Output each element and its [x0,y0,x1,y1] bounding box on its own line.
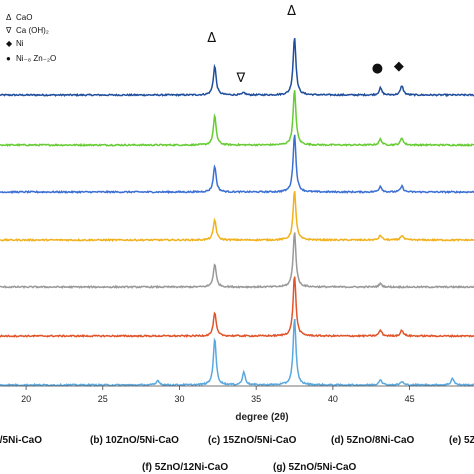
series-line [0,191,474,243]
peak-annotation-marker: ◆ [394,59,404,74]
legend-entry-nizno: ● Ni₋₈ Zn₋₂O [6,54,56,63]
x-tick-label: 20 [21,394,31,404]
series-line [0,276,474,339]
peak-annotation-marker: Δ [287,4,296,19]
x-tick-layer: 20 25 30 35 40 45 [21,386,415,404]
caption-c: (c) 15ZnO/5Ni-CaO [208,435,297,446]
series-line [0,232,474,290]
legend-entry-cao: Δ CaO [6,13,32,22]
caption-f: (f) 5ZnO/12Ni-CaO [142,462,228,473]
x-axis-title: degree (2θ) [235,412,288,423]
peak-annotation-marker: ● [372,61,383,76]
legend-label-caoh2: Ca (OH)₂ [16,26,49,35]
peak-annotations: Δ ∇ Δ ● ◆ [207,4,404,86]
series-line [0,37,474,98]
peak-annotation-marker: ∇ [236,71,246,86]
caption-a: O/5Ni-CaO [0,435,42,446]
legend-label-cao: CaO [16,13,32,22]
legend-label-nizno: Ni₋₈ Zn₋₂O [16,54,56,63]
legend-symbol-caoh2: ∇ [5,26,12,35]
legend-entry-ni: ◆ Ni [6,39,24,48]
caption-g: (g) 5ZnO/5Ni-CaO [273,462,357,473]
legend-symbol-cao: Δ [6,13,12,22]
x-tick-label: 40 [328,394,338,404]
series-layer [0,37,474,388]
x-tick-label: 35 [251,394,261,404]
series-line [0,90,474,147]
x-tick-label: 45 [405,394,415,404]
caption-d: (d) 5ZnO/8Ni-CaO [331,435,415,446]
legend-label-ni: Ni [16,39,24,48]
caption-e: (e) 5Z [449,435,474,446]
series-line [0,134,474,195]
series-line [0,318,474,388]
legend-entry-caoh2: ∇ Ca (OH)₂ [5,26,49,35]
caption-b: (b) 10ZnO/5Ni-CaO [90,435,179,446]
legend-symbol-ni: ◆ [6,39,13,48]
peak-annotation-marker: Δ [207,31,216,46]
x-tick-label: 25 [98,394,108,404]
x-tick-label: 30 [174,394,184,404]
sample-captions: O/5Ni-CaO (b) 10ZnO/5Ni-CaO (c) 15ZnO/5N… [0,435,474,473]
legend: Δ CaO ∇ Ca (OH)₂ ◆ Ni ● Ni₋₈ Zn₋₂O [5,13,56,63]
legend-symbol-nizno: ● [6,54,11,63]
